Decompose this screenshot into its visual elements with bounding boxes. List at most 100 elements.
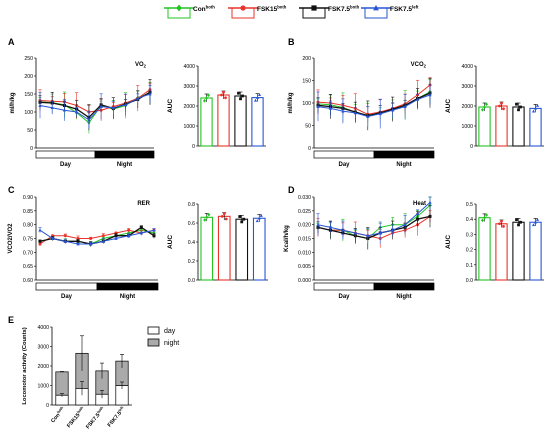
auc-point <box>482 215 487 220</box>
legend-label-1: FSK15both <box>257 5 287 14</box>
legend-label-2: FSK7.5both <box>328 5 360 14</box>
data-point-FSK7.5left <box>51 236 55 240</box>
data-point-FSK7.5left <box>50 105 54 110</box>
auc-point <box>498 104 501 108</box>
auc-bar-FSK7.5left <box>529 107 542 147</box>
panel-a: A 0 50 100 150 200 250 ml/h/kg VO2 Day Night 0 1000 2… <box>8 37 266 168</box>
auc-point <box>535 103 540 107</box>
panel-title-sub: 2 <box>144 64 147 69</box>
y-tick-label: 0.65 <box>23 264 33 270</box>
category-label-main: FSK7.5 <box>85 412 101 430</box>
panel-c: C 0.60 0.65 0.70 0.75 0.80 0.85 0.90 VCO2/VO2 RER… <box>8 185 268 300</box>
auc-y-tick-label: 1000 <box>183 124 195 130</box>
auc-point <box>533 220 538 224</box>
data-point-FSK7.5left <box>127 233 131 238</box>
auc-y-tick-label: 0.0 <box>188 278 195 284</box>
auc-point <box>519 220 522 224</box>
auc-y-tick-label: 0.8 <box>188 202 195 208</box>
data-point-FSK7.5left <box>316 104 320 108</box>
auc-point <box>239 97 242 101</box>
data-point-FSK7.5left <box>111 105 115 110</box>
data-point-FSK7.5left <box>366 233 370 238</box>
day-label: Day <box>60 162 72 168</box>
auc-point <box>533 106 538 110</box>
y-tick-label: 150 <box>302 79 311 85</box>
data-point-FSK7.5both <box>76 239 80 243</box>
data-point-FSK15 <box>127 228 131 232</box>
series-line-FSK15 <box>317 215 431 240</box>
auc-point <box>257 93 262 97</box>
auc-y-tick-label: 0 <box>470 144 473 150</box>
legend-label-2-sup: both <box>350 5 360 10</box>
y-axis-label: VCO2/VO2 <box>8 223 14 254</box>
auc-bar-FSK7.5both <box>235 218 249 281</box>
data-point-FSK7.5left <box>101 239 105 243</box>
panel-letter: D <box>288 185 295 195</box>
auc-point <box>238 215 242 218</box>
y-tick-label: 4000 <box>37 325 49 331</box>
auc-point <box>204 96 209 100</box>
auc-bar-FSK15 <box>495 105 508 147</box>
panel-title-main: VCO <box>411 62 424 68</box>
data-point-FSK7.5left <box>87 118 91 122</box>
auc-point <box>220 93 223 97</box>
day-bar <box>313 282 375 291</box>
y-tick-label: 0 <box>46 403 49 409</box>
auc-point <box>253 98 258 102</box>
panel-letter: A <box>8 37 15 47</box>
data-point-FSK7.5left <box>139 231 143 235</box>
legend-marker-1 <box>240 5 246 11</box>
auc-bar-FSK7.5both <box>512 221 525 281</box>
data-point-Con <box>127 231 131 235</box>
y-tick-label: 100 <box>24 110 33 116</box>
auc-bar-FSK15 <box>495 223 508 281</box>
auc-axis-label: AUC <box>167 99 174 113</box>
category-label-3: FSK7.5left <box>106 405 127 428</box>
data-point-FSK7.5left <box>391 108 395 112</box>
y-axis-label: Kcal/h/kg <box>284 225 290 252</box>
legend-marker-3 <box>373 4 379 11</box>
auc-y-tick-label: 0.2 <box>188 259 195 265</box>
auc-point <box>206 93 211 98</box>
category-label-2: FSK7.5both <box>84 406 106 430</box>
auc-y-tick-label: 0.2 <box>466 248 473 254</box>
data-point-FSK7.5left <box>38 228 42 232</box>
bar-night <box>55 371 69 396</box>
data-point-FSK7.5left <box>341 109 345 113</box>
series-line-FSK7.5left <box>317 94 431 118</box>
category-label-main: FSK15 <box>66 412 81 429</box>
auc-y-tick-label: 0.1 <box>466 263 473 269</box>
panel-title: VCO2 <box>411 62 427 69</box>
auc-point <box>531 223 536 227</box>
auc-y-tick-label: 3000 <box>183 84 195 90</box>
y-tick-label: 0.020 <box>298 223 311 229</box>
data-point-FSK7.5left <box>378 112 382 116</box>
data-point-FSK7.5left <box>366 114 370 118</box>
panel-title-main: VO <box>135 62 144 68</box>
auc-point <box>498 222 501 226</box>
auc-y-tick-label: 1000 <box>461 124 473 130</box>
auc-bar-FSK7.5left <box>251 97 264 147</box>
auc-y-tick-label: 3000 <box>461 84 473 90</box>
auc-point <box>502 225 505 228</box>
legend: Conboth FSK15both FSK7.5both FSK7.5left <box>164 5 419 19</box>
category-label-main: Con <box>50 412 61 424</box>
auc-bar-FSK15 <box>217 215 231 281</box>
night-label: Night <box>396 162 411 168</box>
panel-d: D 0.000 0.005 0.010 0.015 0.020 0.025 0.030 Kcal… <box>284 185 544 300</box>
auc-point <box>222 212 226 216</box>
auc-point <box>205 215 209 220</box>
y-tick-label: 0.005 <box>298 264 311 270</box>
y-tick-label: 50 <box>305 124 311 130</box>
data-point-FSK7.5left <box>341 228 345 232</box>
data-point-FSK7.5both <box>152 234 156 238</box>
y-tick-label: 100 <box>302 101 311 107</box>
panel-e: E 0 1000 2000 3000 4000 Locomotor activity (Co… <box>8 315 179 430</box>
data-point-FSK7.5left <box>353 111 357 115</box>
y-tick-label: 250 <box>24 56 33 62</box>
auc-bar-Con <box>200 97 213 147</box>
legend-label-1-sup: both <box>277 5 287 10</box>
y-tick-label: 1000 <box>37 384 49 390</box>
data-point-FSK7.5left <box>38 103 42 107</box>
